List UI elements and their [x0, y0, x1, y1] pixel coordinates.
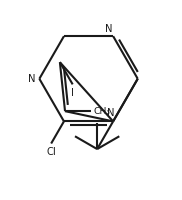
Text: N: N [107, 108, 115, 118]
Text: CH₃: CH₃ [94, 107, 110, 116]
Text: I: I [71, 88, 74, 98]
Text: N: N [105, 24, 113, 34]
Text: Cl: Cl [46, 147, 56, 157]
Text: N: N [28, 74, 35, 84]
